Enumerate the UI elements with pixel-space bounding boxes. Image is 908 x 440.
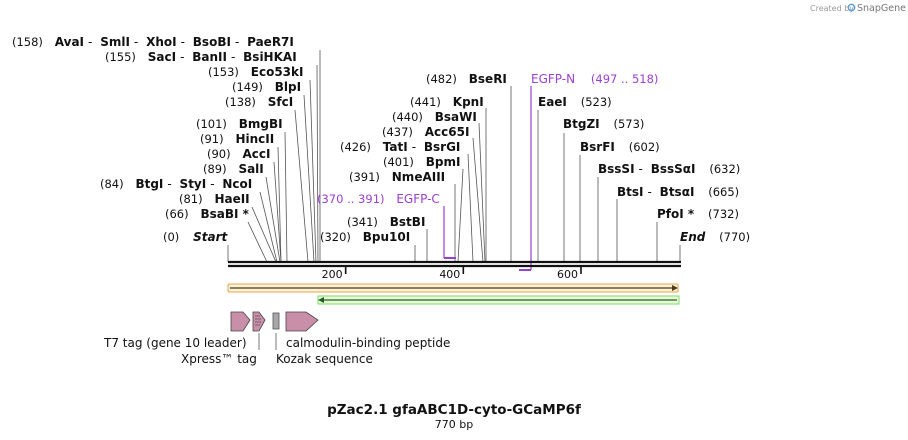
site-label-91: (91) HincII: [200, 132, 274, 146]
feature-label-t7: T7 tag (gene 10 leader): [103, 336, 247, 350]
primer-egfp-c-name: EGFP-C: [396, 192, 439, 206]
connector-sali: [265, 176, 281, 263]
site-label-149: (149) BlpI: [232, 80, 301, 94]
axis-tick-label-200: 200: [322, 268, 343, 281]
axis-ticks: 200 400 600: [322, 266, 582, 281]
mid-connectors: [414, 86, 512, 263]
site-label-482: (482) BseRI: [426, 72, 507, 86]
plasmid-length: 770 bp: [435, 418, 473, 431]
site-label-440: (440) BsaWI: [392, 110, 477, 124]
connector-bpmi: [457, 168, 464, 263]
site-label-441: (441) KpnI: [410, 95, 484, 109]
site-label-158: (158) AvaI - SmlI - XhoI - BsoBI - PaeR7I: [12, 35, 294, 49]
site-label-426: (426) TatI - BsrGI: [340, 140, 460, 154]
site-label-320: (320) Bpu10I: [320, 230, 410, 244]
site-label-end: End (770): [680, 230, 750, 244]
connector-bmgbi: [284, 131, 288, 263]
site-label-66: (66) BsaBI *: [165, 207, 250, 221]
connector-bsawi: [478, 122, 486, 263]
feature-xpress-tag: [252, 311, 266, 332]
site-label-732: PfoI * (732): [657, 207, 739, 221]
site-label-155: (155) SacI - BanII - BsiHKAI: [105, 50, 297, 64]
feature-kozak: [272, 312, 280, 330]
brand-name: SnapGene: [857, 3, 906, 14]
site-label-391: (391) NmeAIII: [349, 170, 445, 184]
snapgene-logo-icon: [847, 3, 856, 12]
right-site-labels: EaeI (523) BtgZI (573) BsrFI (602) BssSI…: [538, 95, 750, 244]
mid-site-labels: (482) BseRI (441) KpnI (440) BsaWI (437)…: [320, 72, 507, 244]
feature-label-calmodulin: calmodulin-binding peptide: [286, 336, 450, 350]
feature-label-xpress: Xpress™ tag: [181, 352, 257, 366]
site-label-138: (138) SfcI: [225, 95, 293, 109]
orange-track: [227, 283, 679, 293]
svg-text:(370 .. 391) EGFP-C: (370 .. 391) EGFP-C: [317, 192, 440, 206]
site-label-665: BtsI - BtsαI (665): [617, 185, 739, 199]
site-label-523: EaeI (523): [538, 95, 612, 109]
site-label-437: (437) Acc65I: [382, 125, 469, 139]
connector-bsabi: [247, 221, 268, 263]
primer-egfp-n-name: EGFP-N: [531, 72, 575, 86]
green-bar-arrowhead: [318, 297, 324, 303]
backbone: [228, 260, 681, 268]
right-connectors: [537, 110, 681, 262]
connector-eco53ki: [309, 79, 317, 263]
site-label-89: (89) SalI: [203, 162, 264, 176]
site-label-632: BssSI - BssSαI (632): [598, 162, 740, 176]
site-label-153: (153) Eco53kI: [208, 65, 303, 79]
connector-tati: [467, 153, 474, 263]
axis-tick-label-600: 600: [557, 268, 578, 281]
site-label-573: BtgZI (573): [563, 117, 644, 131]
connector-acci: [273, 161, 282, 263]
site-label-101: (101) BmgBI: [196, 117, 283, 131]
primer-egfp-c-range: (370 .. 391): [317, 192, 385, 206]
site-label-401: (401) BpmI: [383, 155, 460, 169]
site-label-341: (341) BstBI: [347, 215, 425, 229]
connector-saci: [316, 64, 319, 263]
left-site-labels: (158) AvaI - SmlI - XhoI - BsoBI - PaeR7I (1…: [12, 35, 303, 244]
feature-t7-tag: [230, 311, 251, 332]
feature-calmodulin-binding-peptide: [285, 311, 319, 332]
site-label-84: (84) BtgI - StyI - NcoI: [100, 177, 252, 191]
green-track: [317, 295, 680, 305]
left-connectors: [227, 50, 321, 263]
connector-sfci: [294, 109, 309, 263]
created-by-text: Created by: [810, 4, 854, 13]
svg-text:EGFP-N (497 .. 518): EGFP-N (497 .. 518): [531, 72, 658, 86]
connector-hincii: [277, 146, 282, 263]
primer-egfp-c: (370 .. 391) EGFP-C: [317, 192, 456, 259]
primer-egfp-n: EGFP-N (497 .. 518): [519, 72, 658, 271]
feature-leaders: [258, 333, 277, 350]
orange-bar-arrowhead: [672, 285, 678, 291]
site-label-start: (0) Start: [163, 230, 229, 244]
site-label-90: (90) AccI: [207, 147, 270, 161]
site-label-81: (81) HaeII: [179, 192, 250, 206]
primer-egfp-n-range: (497 .. 518): [591, 72, 659, 86]
site-label-602: BsrFI (602): [580, 140, 660, 154]
connector-haeii: [251, 206, 277, 263]
connector-acc65i: [472, 137, 484, 263]
plasmid-title: pZac2.1 gfaABC1D-cyto-GCaMP6f: [327, 402, 581, 418]
feature-label-kozak: Kozak sequence: [276, 352, 373, 366]
connector-btgi: [259, 191, 278, 263]
connector-blpi: [303, 94, 315, 263]
axis-tick-label-400: 400: [439, 268, 460, 281]
